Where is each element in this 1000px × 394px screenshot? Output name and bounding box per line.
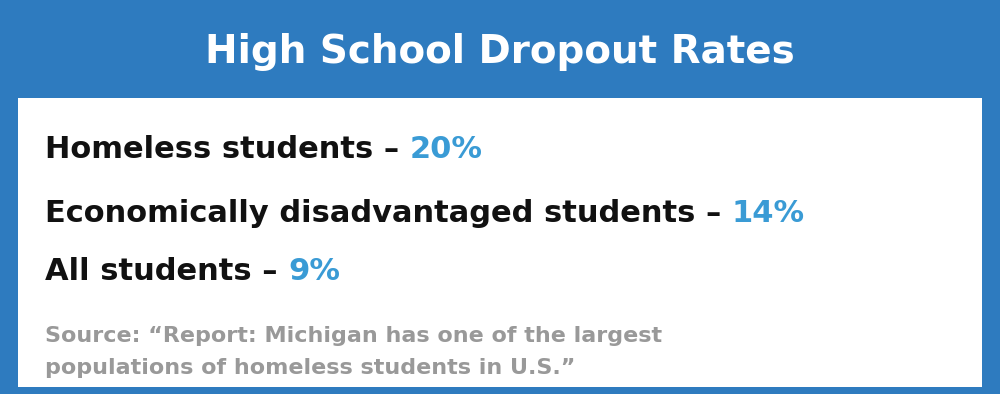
- Text: High School Dropout Rates: High School Dropout Rates: [205, 33, 795, 71]
- Text: 20%: 20%: [410, 135, 483, 164]
- Text: Source: “Report: Michigan has one of the largest: Source: “Report: Michigan has one of the…: [45, 326, 662, 346]
- Text: All students –: All students –: [45, 257, 288, 286]
- Bar: [18, 98, 982, 387]
- Text: 14%: 14%: [732, 199, 805, 228]
- Text: 9%: 9%: [288, 257, 340, 286]
- Bar: [18, 7, 982, 98]
- Text: Homeless students –: Homeless students –: [45, 135, 410, 164]
- Text: populations of homeless students in U.S.”: populations of homeless students in U.S.…: [45, 358, 575, 378]
- Text: Economically disadvantaged students –: Economically disadvantaged students –: [45, 199, 732, 228]
